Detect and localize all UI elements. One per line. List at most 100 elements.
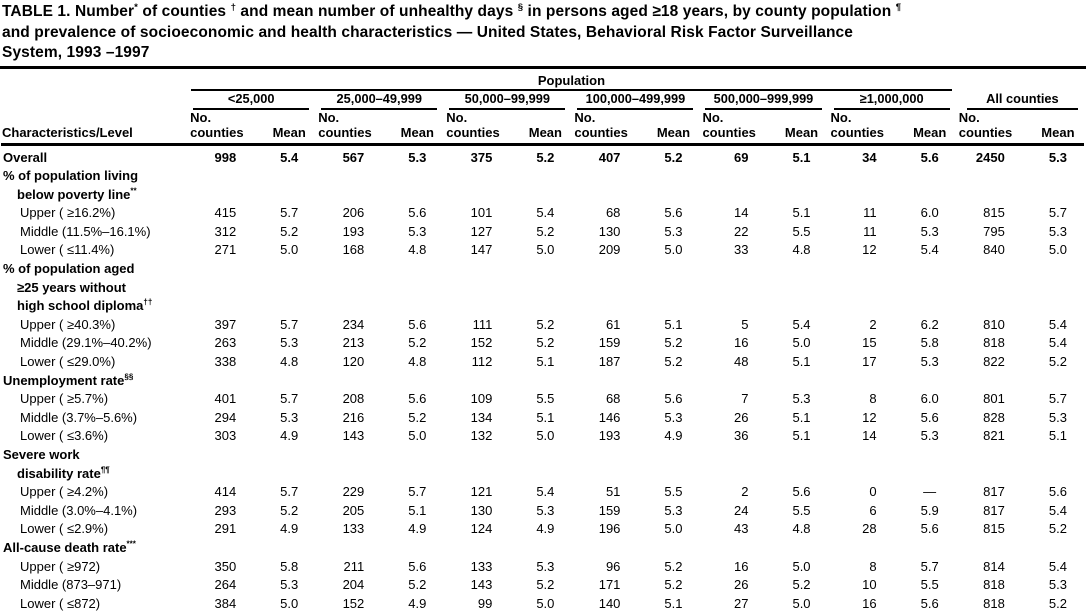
section-label-cell: All-cause death rate*** (1, 539, 1084, 558)
mean-header: Mean (519, 110, 571, 145)
mean-header: Mean (1032, 110, 1084, 145)
header-row-population: Characteristics/Level Population (1, 69, 1084, 91)
cell-mean: 4.8 (776, 520, 828, 539)
cell-no-counties: 26 (699, 409, 775, 428)
cell-no-counties: 143 (443, 576, 519, 595)
no-counties-header-line: counties (443, 125, 519, 143)
cell-mean: 5.3 (519, 502, 571, 521)
cell-mean: 5.0 (263, 595, 315, 613)
cell-no-counties: 312 (187, 223, 263, 242)
population-group-header: ≥1,000,000 (828, 91, 956, 110)
cell-mean: 5.6 (391, 204, 443, 223)
cell-no-counties: 407 (571, 144, 647, 167)
cell-mean: 5.8 (904, 334, 956, 353)
cell-no-counties: 101 (443, 204, 519, 223)
mean-header-label: Mean (647, 125, 699, 143)
row-label: Middle (11.5%–16.1%) (1, 223, 187, 242)
cell-no-counties: 294 (187, 409, 263, 428)
cell-mean: 4.9 (519, 520, 571, 539)
cell-mean: 5.3 (776, 390, 828, 409)
cell-mean: 5.3 (1032, 576, 1084, 595)
cell-mean: 5.3 (647, 409, 699, 428)
mean-header: Mean (263, 110, 315, 145)
cell-no-counties: 818 (956, 576, 1032, 595)
characteristics-header-label: Characteristics/Level (1, 125, 187, 143)
cell-no-counties: 10 (828, 576, 904, 595)
cell-no-counties: 384 (187, 595, 263, 613)
row-label: Middle (3.7%–5.6%) (1, 409, 187, 428)
cell-mean: — (904, 483, 956, 502)
cell-no-counties: 24 (699, 502, 775, 521)
population-header: Population (187, 69, 956, 91)
cell-mean: 5.3 (647, 223, 699, 242)
cell-mean: 5.1 (1032, 427, 1084, 446)
footnote-marker: *** (127, 540, 136, 549)
population-group-label: 25,000–49,999 (321, 91, 437, 110)
cell-mean: 5.2 (391, 334, 443, 353)
cell-mean: 4.9 (263, 520, 315, 539)
cell-mean: 5.1 (776, 204, 828, 223)
row-label: Lower ( ≤2.9%) (1, 520, 187, 539)
cell-no-counties: 229 (315, 483, 391, 502)
cell-no-counties: 801 (956, 390, 1032, 409)
mean-header-label: Mean (263, 125, 315, 143)
cell-mean: 5.2 (1032, 595, 1084, 613)
cell-no-counties: 43 (699, 520, 775, 539)
cell-no-counties: 193 (315, 223, 391, 242)
population-group-label: 100,000–499,999 (577, 91, 693, 110)
cell-mean: 5.4 (904, 241, 956, 260)
cell-mean: 5.6 (391, 316, 443, 335)
cell-no-counties: 127 (443, 223, 519, 242)
cell-no-counties: 415 (187, 204, 263, 223)
section-label-line: disability rate¶¶ (1, 465, 1084, 484)
cell-mean: 5.3 (904, 353, 956, 372)
cell-mean: 5.6 (904, 144, 956, 167)
cell-mean: 5.5 (904, 576, 956, 595)
cell-mean: 5.0 (776, 558, 828, 577)
cell-mean: 6.0 (904, 390, 956, 409)
cell-no-counties: 109 (443, 390, 519, 409)
row-label: Middle (29.1%–40.2%) (1, 334, 187, 353)
cell-no-counties: 68 (571, 390, 647, 409)
cell-no-counties: 120 (315, 353, 391, 372)
cell-mean: 4.8 (776, 241, 828, 260)
cell-mean: 5.6 (904, 520, 956, 539)
cell-no-counties: 11 (828, 223, 904, 242)
table-header: Characteristics/Level Population <25,000… (1, 69, 1084, 145)
row-label: Lower ( ≤29.0%) (1, 353, 187, 372)
no-counties-header: No.counties (571, 110, 647, 145)
cell-mean: 5.4 (1032, 502, 1084, 521)
row-label: Upper ( ≥5.7%) (1, 390, 187, 409)
cell-mean: 5.3 (1032, 223, 1084, 242)
cell-no-counties: 817 (956, 483, 1032, 502)
cell-no-counties: 12 (828, 241, 904, 260)
cell-no-counties: 96 (571, 558, 647, 577)
cell-mean: 5.2 (263, 502, 315, 521)
population-group-label: ≥1,000,000 (834, 91, 950, 110)
cell-no-counties: 61 (571, 316, 647, 335)
cell-mean: 6.0 (904, 204, 956, 223)
cell-mean: 5.1 (776, 144, 828, 167)
cell-no-counties: 193 (571, 427, 647, 446)
no-counties-header-line: No. (571, 110, 647, 125)
cell-no-counties: 28 (828, 520, 904, 539)
cell-no-counties: 350 (187, 558, 263, 577)
cell-no-counties: 375 (443, 144, 519, 167)
cell-mean: 4.8 (391, 353, 443, 372)
section-label-line: % of population aged (1, 260, 1084, 279)
cell-mean: 5.3 (647, 502, 699, 521)
cell-no-counties: 2 (699, 483, 775, 502)
cell-mean: 5.9 (904, 502, 956, 521)
cell-no-counties: 15 (828, 334, 904, 353)
row-label: Middle (3.0%–4.1%) (1, 502, 187, 521)
cell-mean: 5.1 (519, 353, 571, 372)
cell-mean: 4.9 (391, 595, 443, 613)
population-group-header: <25,000 (187, 91, 315, 110)
